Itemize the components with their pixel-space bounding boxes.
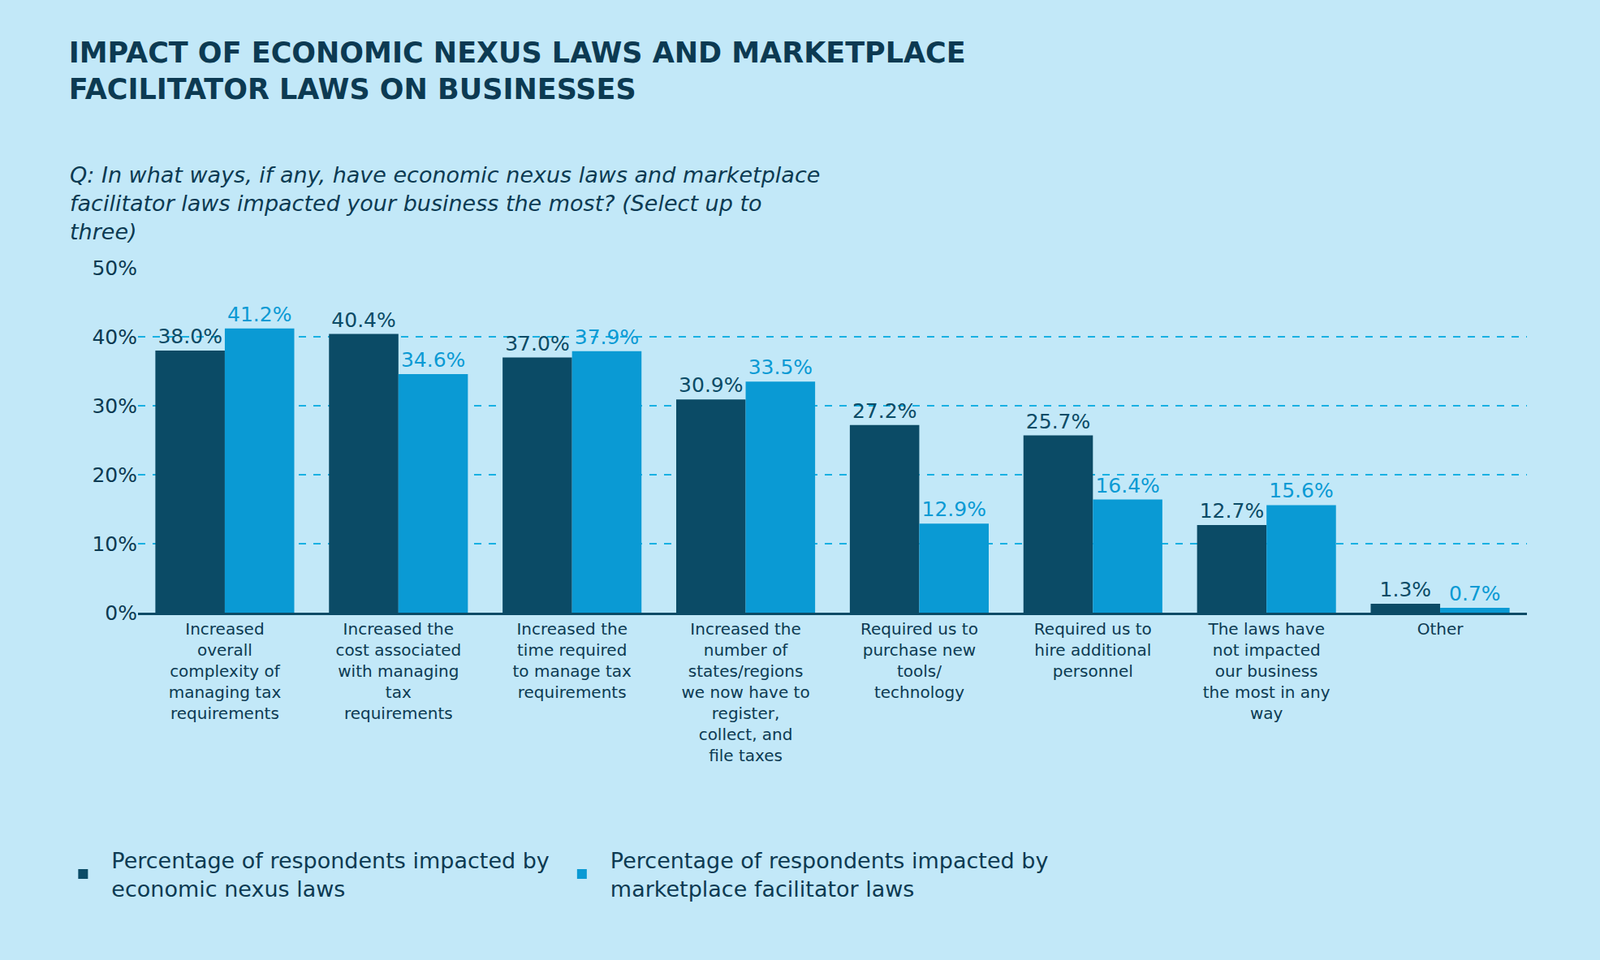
svg-text:Increased thecost associatedwi: Increased thecost associatedwith managin… — [335, 619, 462, 724]
svg-text:Increasedoverallcomplexity ofm: Increasedoverallcomplexity ofmanaging ta… — [168, 619, 282, 724]
svg-text:Other: Other — [1417, 619, 1465, 639]
svg-text:40.4%: 40.4% — [331, 308, 396, 333]
svg-text:1.3%: 1.3% — [1380, 577, 1432, 602]
svg-text:20%: 20% — [91, 463, 138, 488]
svg-text:50%: 50% — [91, 256, 138, 281]
svg-text:0%: 0% — [104, 601, 138, 626]
svg-text:Increased thetime requiredto m: Increased thetime requiredto manage taxr… — [512, 619, 632, 703]
svg-text:The laws havenot impactedour b: The laws havenot impactedour businessthe… — [1203, 619, 1331, 724]
svg-text:37.9%: 37.9% — [574, 325, 639, 350]
svg-text:40%: 40% — [91, 325, 138, 350]
svg-text:41.2%: 41.2% — [227, 302, 292, 327]
svg-text:38.0%: 38.0% — [157, 324, 222, 349]
svg-text:12.9%: 12.9% — [922, 497, 987, 522]
svg-text:Percentage of respondents impa: Percentage of respondents impacted bymar… — [610, 848, 1049, 902]
svg-text:0.7%: 0.7% — [1449, 582, 1501, 606]
svg-text:16.4%: 16.4% — [1095, 474, 1160, 498]
svg-text:Q: In what ways, if any, have: Q: In what ways, if any, have economic n… — [69, 162, 820, 245]
svg-text:Increased thenumber ofstates/r: Increased thenumber ofstates/regionswe n… — [681, 619, 810, 766]
svg-text:33.5%: 33.5% — [748, 355, 813, 380]
svg-text:15.6%: 15.6% — [1268, 478, 1333, 503]
svg-text:30%: 30% — [91, 394, 138, 419]
svg-text:10%: 10% — [91, 532, 138, 557]
svg-text:37.0%: 37.0% — [504, 332, 570, 356]
svg-text:27.2%: 27.2% — [852, 399, 917, 423]
svg-text:Required us tohire additionalp: Required us tohire additionalpersonnel — [1034, 619, 1152, 682]
svg-text:Percentage of respondents impa: Percentage of respondents impacted byeco… — [111, 848, 550, 902]
svg-text:30.9%: 30.9% — [678, 373, 743, 397]
svg-text:25.7%: 25.7% — [1026, 409, 1091, 434]
svg-text:34.6%: 34.6% — [401, 348, 466, 372]
svg-text:12.7%: 12.7% — [1199, 499, 1264, 523]
svg-text:Required us topurchase newtool: Required us topurchase newtools/technolo… — [860, 619, 979, 703]
svg-text:IMPACT OF ECONOMIC NEXUS LAWS: IMPACT OF ECONOMIC NEXUS LAWS AND MARKET… — [69, 36, 967, 106]
